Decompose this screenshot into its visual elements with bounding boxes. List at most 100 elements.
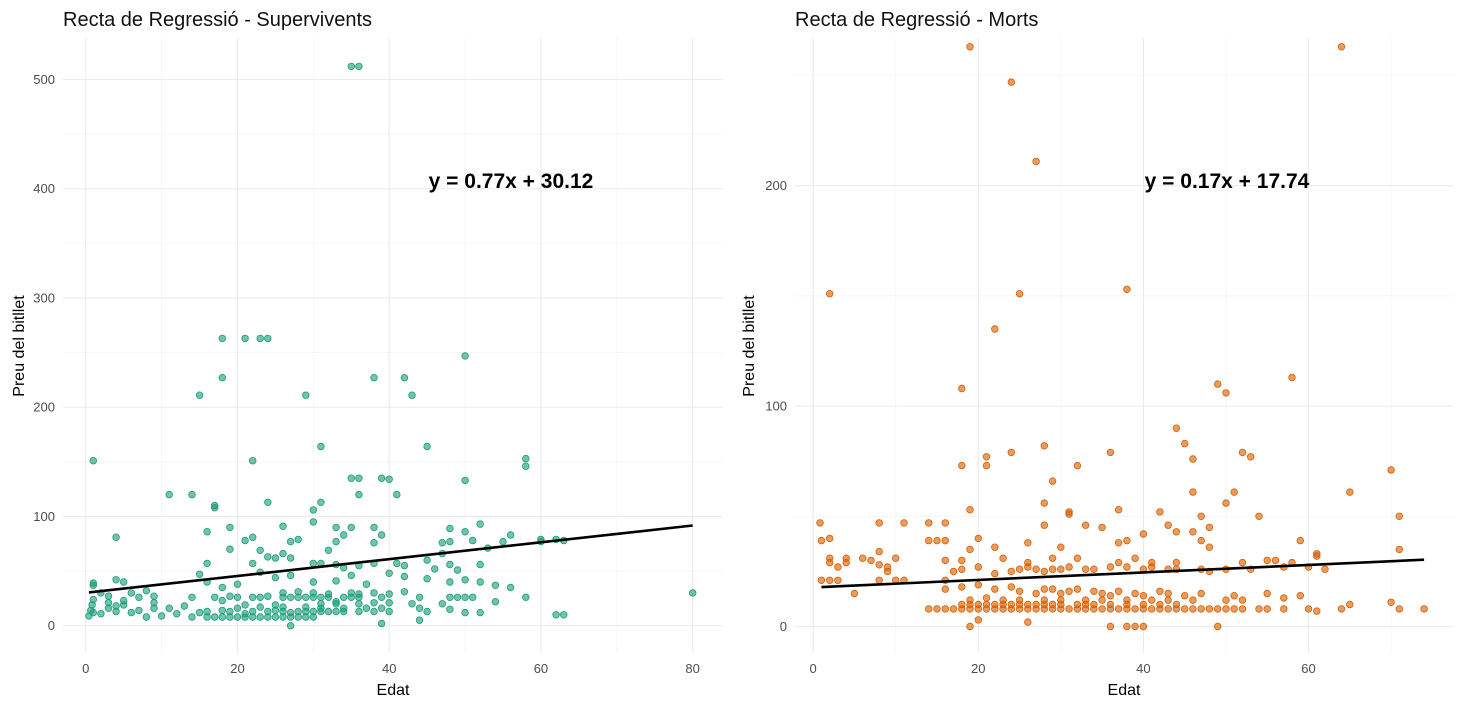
data-point [127,608,135,617]
data-point [1114,558,1123,567]
regression-line [88,524,693,594]
data-point [461,476,469,485]
data-point [1280,605,1288,613]
data-point [1346,600,1354,609]
data-point [1230,592,1238,600]
data-point [883,567,892,576]
data-point [423,575,431,583]
data-point [218,334,226,343]
data-point [355,490,363,499]
data-point [1346,488,1354,496]
data-point [347,589,355,597]
data-point [999,554,1007,562]
data-point [423,442,431,451]
data-point [925,536,933,545]
data-point [1007,448,1015,457]
data-point [506,583,515,592]
data-point [370,523,378,532]
data-point [1007,583,1015,591]
data-point [286,554,295,562]
y-tick-label: 400 [33,181,55,196]
data-point [256,334,264,343]
data-point [875,547,883,556]
data-point [415,593,424,601]
data-point [1263,556,1271,565]
data-point [476,578,484,586]
data-point [1313,552,1321,560]
data-point [1189,528,1197,536]
data-point [1073,585,1082,593]
data-point [248,457,257,465]
data-point [203,528,211,536]
data-point [1189,605,1197,613]
data-point [256,593,264,601]
data-point [180,602,189,610]
data-point [941,536,949,545]
data-point [233,593,242,601]
data-point [1131,589,1139,598]
data-point [370,374,378,382]
data-point [1387,466,1395,474]
data-point [317,442,325,451]
data-point [279,589,287,597]
data-point [933,536,941,545]
data-point [1015,565,1024,573]
data-point [1387,598,1395,606]
data-point [135,606,143,615]
data-point [370,589,378,597]
data-point [875,561,883,569]
data-point [423,607,431,616]
data-point [1048,554,1057,562]
data-point [309,578,317,586]
data-point [271,613,280,621]
data-point [385,607,393,616]
data-point [1205,543,1214,551]
data-point [453,566,462,574]
survivors-title: Recta de Regressió - Supervivents [63,9,372,31]
data-point [941,605,949,613]
data-point [438,600,446,608]
data-point [991,569,999,578]
data-point [142,613,151,621]
data-point [1230,488,1238,496]
data-point [834,576,842,584]
data-point [949,605,958,613]
data-point [294,607,302,616]
data-point [264,498,272,506]
y-tick-label: 100 [33,509,55,524]
data-point [476,520,484,528]
data-point [941,585,949,593]
data-point [461,576,469,584]
data-point [203,607,211,616]
data-point [826,558,834,567]
data-point [966,506,974,514]
x-tick-label: 40 [1136,661,1150,676]
data-point [1197,536,1205,545]
data-point [332,577,340,585]
data-point [1255,512,1263,520]
data-point [982,594,991,602]
data-point [393,490,401,499]
data-point [370,539,378,547]
data-point [900,519,908,527]
data-point [1040,596,1048,604]
data-point [355,590,363,598]
data-point [332,607,340,616]
data-point [1139,592,1148,600]
y-tick-label: 300 [33,290,55,305]
data-point [1296,592,1304,600]
data-point [385,569,393,577]
survivors-grid [63,38,723,653]
data-point [89,457,97,465]
data-point [347,474,355,482]
data-point [89,595,97,604]
data-point [1131,605,1139,613]
data-point [991,325,999,333]
data-point [377,604,386,612]
data-point [1139,600,1148,609]
data-point [1007,78,1015,86]
data-point [279,603,287,611]
data-point [982,453,991,461]
data-point [966,43,974,51]
data-point [264,334,272,343]
